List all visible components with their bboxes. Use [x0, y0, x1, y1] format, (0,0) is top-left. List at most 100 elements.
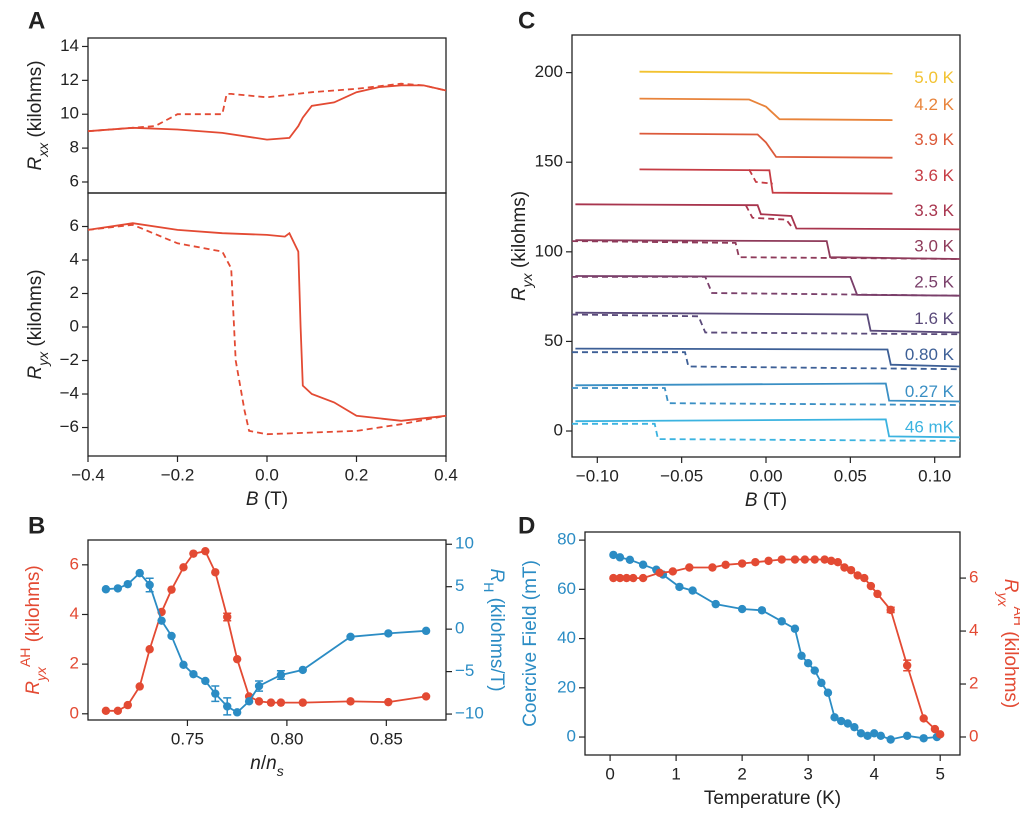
data-point	[843, 719, 852, 728]
data-point	[123, 700, 132, 710]
y2-tick-label: 0	[455, 619, 464, 638]
data-point	[919, 714, 928, 723]
x-tick-label: 0.0	[255, 465, 279, 484]
x-tick-label: 1	[671, 764, 680, 783]
data-point	[276, 670, 286, 680]
data-line	[572, 351, 961, 371]
label-part: H	[481, 582, 497, 592]
data-point	[830, 713, 839, 722]
data-point	[135, 568, 144, 578]
data-point	[764, 556, 773, 566]
series-label: 1.6 K	[914, 309, 954, 328]
label-part: yx	[519, 272, 535, 288]
y2-axis-label: RH (kilohms/T)	[481, 568, 507, 691]
y-tick-label: 12	[60, 70, 79, 89]
data-point	[628, 573, 638, 583]
data-line	[87, 84, 447, 141]
data-line	[571, 313, 961, 336]
label-part: xx	[35, 142, 51, 158]
label-part: (kilohms)	[23, 565, 44, 647]
data-line	[571, 240, 961, 260]
panel-label: B	[28, 512, 45, 539]
data-line	[639, 132, 893, 159]
x-axis-label: Temperature (K)	[704, 788, 841, 809]
label-part: (kilohms)	[25, 60, 46, 142]
data-point	[853, 571, 862, 580]
x-tick-label: 0.4	[434, 465, 458, 484]
y2-tick-label: −10	[455, 704, 484, 723]
data-point	[384, 629, 393, 638]
data-line	[575, 347, 961, 368]
y-tick-label: 60	[557, 579, 576, 598]
label-part: (kilohms)	[509, 191, 530, 273]
data-point	[622, 573, 631, 583]
data-point	[751, 557, 760, 567]
data-point	[675, 582, 684, 592]
data-point	[856, 729, 866, 738]
y-tick-label: 4	[70, 604, 79, 623]
x-tick-label: −0.2	[161, 465, 195, 484]
y-tick-label: 40	[557, 628, 576, 647]
x-tick-label: 5	[935, 764, 944, 783]
y-tick-label: 20	[557, 677, 576, 696]
label-part: R	[509, 287, 530, 301]
data-point	[384, 697, 393, 707]
data-line	[745, 204, 794, 230]
label-part: yx	[33, 666, 49, 682]
data-point	[189, 549, 198, 558]
label-part: (T)	[259, 489, 289, 510]
y-tick-label: 50	[544, 331, 563, 350]
label-part: R	[25, 157, 46, 171]
y-tick-label: 0	[554, 421, 563, 440]
data-line	[639, 70, 893, 75]
data-point	[113, 584, 123, 593]
data-point	[298, 698, 307, 707]
y-tick-label: 2	[70, 283, 79, 302]
x-tick-label: −0.4	[71, 465, 105, 484]
data-point	[886, 605, 895, 615]
y-tick-label: −2	[60, 350, 79, 369]
series-label: 3.3 K	[914, 201, 954, 220]
data-line	[572, 276, 961, 297]
data-point	[625, 555, 635, 565]
data-point	[869, 729, 879, 738]
data-point	[810, 666, 819, 675]
x-tick-label: 0.80	[270, 729, 303, 748]
data-line	[613, 554, 937, 741]
data-point	[223, 702, 232, 711]
data-point	[244, 697, 254, 706]
label-part: R	[486, 568, 507, 582]
data-point	[346, 632, 355, 641]
series-label: 4.2 K	[914, 95, 954, 114]
data-point	[145, 645, 154, 654]
panel-label: A	[28, 7, 45, 34]
data-point	[935, 730, 945, 739]
x-tick-label: 4	[869, 764, 878, 783]
data-point	[777, 555, 786, 564]
panel-label: C	[518, 7, 535, 34]
x-tick-label: 0	[605, 764, 614, 783]
data-point	[836, 716, 846, 726]
data-point	[721, 560, 730, 570]
data-point	[866, 581, 876, 591]
data-line	[105, 571, 427, 714]
plot-frame	[571, 34, 961, 458]
y-axis-label: Ryx (kilohms)	[509, 191, 535, 301]
y2-tick-label: 2	[969, 674, 978, 693]
data-point	[638, 573, 648, 583]
data-line	[575, 203, 961, 231]
data-line	[575, 382, 961, 403]
data-point	[189, 669, 198, 679]
plot-frame	[87, 539, 447, 721]
data-point	[113, 706, 123, 716]
x-axis-label: B (T)	[745, 490, 787, 511]
data-line	[575, 275, 961, 297]
data-line	[575, 418, 961, 439]
data-point	[254, 697, 264, 706]
label-part: (kilohms)	[1000, 626, 1020, 708]
data-point	[930, 724, 940, 734]
y-tick-label: 80	[557, 530, 576, 549]
data-line	[87, 82, 447, 133]
data-point	[886, 735, 895, 744]
